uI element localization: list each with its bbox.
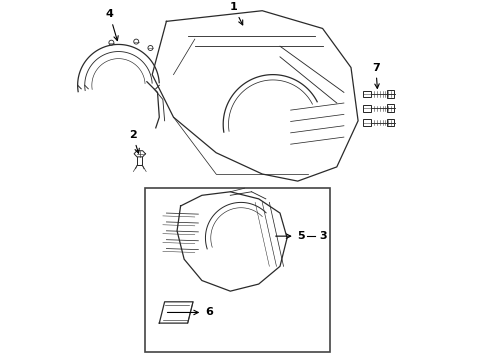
Text: 4: 4 xyxy=(105,9,118,41)
Text: 5: 5 xyxy=(275,231,305,241)
Text: 3: 3 xyxy=(318,231,326,241)
Text: 6: 6 xyxy=(167,307,212,318)
Text: 2: 2 xyxy=(128,130,139,153)
FancyBboxPatch shape xyxy=(386,104,393,112)
FancyBboxPatch shape xyxy=(386,119,393,126)
Text: 7: 7 xyxy=(371,63,379,88)
Text: 1: 1 xyxy=(229,2,242,25)
FancyBboxPatch shape xyxy=(145,188,329,351)
FancyBboxPatch shape xyxy=(363,105,370,112)
FancyBboxPatch shape xyxy=(386,90,393,98)
FancyBboxPatch shape xyxy=(363,91,370,97)
FancyBboxPatch shape xyxy=(363,120,370,126)
